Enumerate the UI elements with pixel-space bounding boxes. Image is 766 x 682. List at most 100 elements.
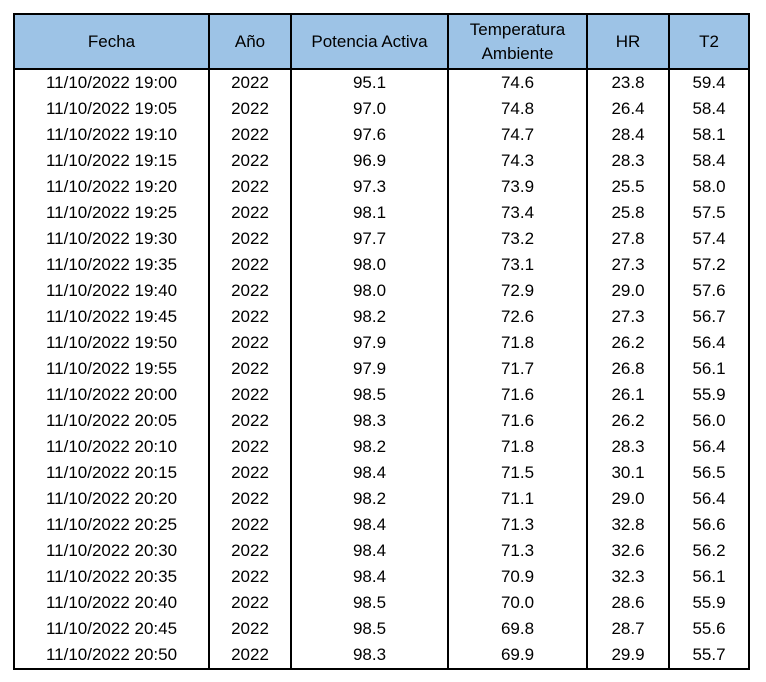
cell-potencia-activa: 98.4 bbox=[290, 538, 449, 564]
cell-ano: 2022 bbox=[208, 382, 292, 408]
column-header-potencia-activa: Potencia Activa bbox=[290, 14, 449, 70]
cell-fecha: 11/10/2022 19:05 bbox=[13, 96, 210, 122]
cell-t2: 56.6 bbox=[668, 512, 750, 538]
cell-potencia-activa: 98.3 bbox=[290, 408, 449, 434]
cell-t2: 59.4 bbox=[668, 69, 750, 96]
column-header-fecha: Fecha bbox=[13, 14, 210, 70]
cell-ano: 2022 bbox=[208, 122, 292, 148]
cell-potencia-activa: 97.9 bbox=[290, 356, 449, 382]
column-header-text: Potencia Activa bbox=[311, 31, 428, 51]
table-row: 11/10/2022 19:45 2022 98.2 72.6 27.3 56.7 bbox=[13, 304, 750, 330]
cell-t2: 56.1 bbox=[668, 356, 750, 382]
cell-t2: 56.4 bbox=[668, 486, 750, 512]
table-row: 11/10/2022 19:10 2022 97.6 74.7 28.4 58.1 bbox=[13, 122, 750, 148]
table-row: 11/10/2022 20:35 2022 98.4 70.9 32.3 56.1 bbox=[13, 564, 750, 590]
cell-t2: 56.2 bbox=[668, 538, 750, 564]
cell-ano: 2022 bbox=[208, 69, 292, 96]
table-row: 11/10/2022 19:20 2022 97.3 73.9 25.5 58.0 bbox=[13, 174, 750, 200]
cell-t2: 55.6 bbox=[668, 616, 750, 642]
cell-temperatura-ambiente: 72.9 bbox=[447, 278, 588, 304]
cell-fecha: 11/10/2022 20:30 bbox=[13, 538, 210, 564]
column-header-text: Fecha bbox=[87, 31, 136, 51]
table-row: 11/10/2022 19:00 2022 95.1 74.6 23.8 59.4 bbox=[13, 69, 750, 96]
table-row: 11/10/2022 20:05 2022 98.3 71.6 26.2 56.0 bbox=[13, 408, 750, 434]
cell-hr: 25.8 bbox=[586, 200, 670, 226]
table-row: 11/10/2022 19:55 2022 97.9 71.7 26.8 56.1 bbox=[13, 356, 750, 382]
cell-potencia-activa: 98.2 bbox=[290, 304, 449, 330]
cell-potencia-activa: 98.5 bbox=[290, 616, 449, 642]
cell-fecha: 11/10/2022 20:40 bbox=[13, 590, 210, 616]
cell-temperatura-ambiente: 73.2 bbox=[447, 226, 588, 252]
cell-ano: 2022 bbox=[208, 148, 292, 174]
cell-hr: 23.8 bbox=[586, 69, 670, 96]
cell-t2: 56.0 bbox=[668, 408, 750, 434]
cell-t2: 58.4 bbox=[668, 96, 750, 122]
table-body: 11/10/2022 19:00 2022 95.1 74.6 23.8 59.4 11/1… bbox=[13, 69, 750, 669]
cell-ano: 2022 bbox=[208, 330, 292, 356]
cell-potencia-activa: 98.3 bbox=[290, 642, 449, 669]
cell-hr: 26.2 bbox=[586, 330, 670, 356]
cell-potencia-activa: 96.9 bbox=[290, 148, 449, 174]
cell-hr: 28.3 bbox=[586, 148, 670, 174]
cell-fecha: 11/10/2022 19:45 bbox=[13, 304, 210, 330]
cell-potencia-activa: 97.3 bbox=[290, 174, 449, 200]
cell-ano: 2022 bbox=[208, 642, 292, 669]
cell-temperatura-ambiente: 72.6 bbox=[447, 304, 588, 330]
cell-hr: 32.6 bbox=[586, 538, 670, 564]
cell-hr: 26.1 bbox=[586, 382, 670, 408]
cell-ano: 2022 bbox=[208, 564, 292, 590]
cell-fecha: 11/10/2022 20:45 bbox=[13, 616, 210, 642]
cell-t2: 57.5 bbox=[668, 200, 750, 226]
cell-t2: 57.6 bbox=[668, 278, 750, 304]
cell-fecha: 11/10/2022 20:50 bbox=[13, 642, 210, 669]
column-header-t2: T2 bbox=[668, 14, 750, 70]
cell-t2: 56.1 bbox=[668, 564, 750, 590]
cell-t2: 57.4 bbox=[668, 226, 750, 252]
cell-ano: 2022 bbox=[208, 408, 292, 434]
cell-potencia-activa: 98.4 bbox=[290, 512, 449, 538]
cell-temperatura-ambiente: 73.4 bbox=[447, 200, 588, 226]
cell-hr: 30.1 bbox=[586, 460, 670, 486]
column-header-ano: Año bbox=[208, 14, 292, 70]
table-row: 11/10/2022 20:50 2022 98.3 69.9 29.9 55.7 bbox=[13, 642, 750, 669]
cell-hr: 29.9 bbox=[586, 642, 670, 669]
cell-hr: 29.0 bbox=[586, 278, 670, 304]
cell-ano: 2022 bbox=[208, 460, 292, 486]
table-row: 11/10/2022 20:45 2022 98.5 69.8 28.7 55.6 bbox=[13, 616, 750, 642]
table-row: 11/10/2022 19:50 2022 97.9 71.8 26.2 56.4 bbox=[13, 330, 750, 356]
table-row: 11/10/2022 20:15 2022 98.4 71.5 30.1 56.5 bbox=[13, 460, 750, 486]
cell-fecha: 11/10/2022 20:25 bbox=[13, 512, 210, 538]
cell-ano: 2022 bbox=[208, 434, 292, 460]
cell-fecha: 11/10/2022 19:30 bbox=[13, 226, 210, 252]
cell-t2: 55.7 bbox=[668, 642, 750, 669]
cell-temperatura-ambiente: 73.9 bbox=[447, 174, 588, 200]
cell-ano: 2022 bbox=[208, 304, 292, 330]
cell-t2: 56.4 bbox=[668, 330, 750, 356]
header-row: Fecha Año Potencia Activa Temperatura Ambien… bbox=[13, 14, 750, 70]
cell-hr: 28.3 bbox=[586, 434, 670, 460]
cell-t2: 58.1 bbox=[668, 122, 750, 148]
cell-hr: 27.3 bbox=[586, 252, 670, 278]
cell-temperatura-ambiente: 69.8 bbox=[447, 616, 588, 642]
cell-fecha: 11/10/2022 20:10 bbox=[13, 434, 210, 460]
cell-fecha: 11/10/2022 19:15 bbox=[13, 148, 210, 174]
cell-temperatura-ambiente: 71.6 bbox=[447, 408, 588, 434]
cell-potencia-activa: 98.5 bbox=[290, 382, 449, 408]
cell-hr: 32.8 bbox=[586, 512, 670, 538]
cell-hr: 27.3 bbox=[586, 304, 670, 330]
table-row: 11/10/2022 19:35 2022 98.0 73.1 27.3 57.2 bbox=[13, 252, 750, 278]
cell-hr: 28.4 bbox=[586, 122, 670, 148]
cell-fecha: 11/10/2022 19:40 bbox=[13, 278, 210, 304]
cell-potencia-activa: 97.9 bbox=[290, 330, 449, 356]
column-header-text: Temperatura bbox=[469, 19, 566, 39]
cell-ano: 2022 bbox=[208, 174, 292, 200]
table-row: 11/10/2022 20:10 2022 98.2 71.8 28.3 56.4 bbox=[13, 434, 750, 460]
table-row: 11/10/2022 20:20 2022 98.2 71.1 29.0 56.4 bbox=[13, 486, 750, 512]
column-header-temperatura-ambiente: Temperatura Ambiente bbox=[447, 14, 588, 70]
cell-t2: 56.4 bbox=[668, 434, 750, 460]
cell-t2: 57.2 bbox=[668, 252, 750, 278]
cell-fecha: 11/10/2022 20:20 bbox=[13, 486, 210, 512]
table-row: 11/10/2022 19:05 2022 97.0 74.8 26.4 58.4 bbox=[13, 96, 750, 122]
cell-temperatura-ambiente: 74.3 bbox=[447, 148, 588, 174]
cell-temperatura-ambiente: 73.1 bbox=[447, 252, 588, 278]
